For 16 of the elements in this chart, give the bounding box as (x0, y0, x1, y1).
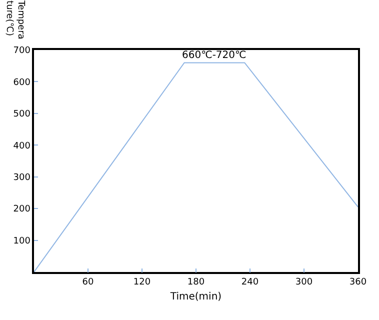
y-tick-label: 100 (13, 236, 31, 246)
y-axis-title: Temperature(℃) (4, 0, 26, 40)
x-tick-label: 240 (241, 278, 259, 288)
annotation: 660℃-720℃ (182, 50, 246, 61)
x-tick-label: 180 (187, 278, 205, 288)
x-axis-title: Time(min) (169, 292, 222, 303)
x-tick-label: 360 (349, 278, 367, 288)
y-tick-label: 400 (13, 141, 31, 152)
x-tick-label: 60 (82, 278, 94, 288)
y-tick-label: 500 (13, 110, 31, 120)
y-tick-label: 700 (13, 46, 31, 56)
y-tick-label: 300 (13, 173, 31, 184)
y-tick-label: 600 (13, 78, 31, 88)
x-tick-label: 300 (295, 278, 313, 288)
x-tick-label: 120 (133, 278, 151, 288)
y-tick-label: 200 (13, 204, 31, 215)
